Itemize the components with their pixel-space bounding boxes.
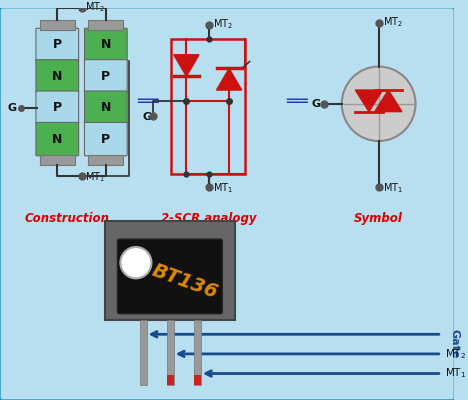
FancyBboxPatch shape	[84, 122, 127, 156]
Bar	[171, 39, 245, 174]
FancyBboxPatch shape	[36, 28, 79, 62]
Circle shape	[120, 247, 152, 278]
Text: BT136: BT136	[149, 260, 220, 302]
FancyBboxPatch shape	[84, 91, 127, 124]
Text: Construction: Construction	[24, 212, 110, 225]
Text: N: N	[101, 101, 111, 114]
Polygon shape	[355, 90, 382, 112]
Text: MT$_1$: MT$_1$	[382, 181, 402, 195]
Bar	[194, 376, 201, 385]
FancyBboxPatch shape	[36, 91, 79, 124]
Bar	[40, 155, 75, 165]
Text: P: P	[53, 38, 62, 52]
Text: MT$_1$: MT$_1$	[212, 181, 233, 195]
Text: P: P	[101, 133, 110, 146]
Text: MT$_1$: MT$_1$	[445, 367, 466, 380]
Text: P: P	[101, 70, 110, 83]
Circle shape	[342, 66, 416, 141]
Text: ══: ══	[138, 93, 160, 111]
Text: MT$_2$: MT$_2$	[212, 18, 233, 31]
Text: Gate: Gate	[450, 329, 460, 359]
Bar	[88, 20, 123, 30]
Text: ══: ══	[286, 93, 308, 111]
Bar	[194, 320, 201, 385]
Polygon shape	[174, 55, 199, 76]
FancyBboxPatch shape	[0, 7, 455, 400]
Text: N: N	[52, 133, 62, 146]
Bar	[140, 320, 146, 385]
Polygon shape	[105, 222, 235, 320]
FancyBboxPatch shape	[84, 28, 127, 62]
Bar	[167, 320, 174, 385]
Text: Symbol: Symbol	[354, 212, 403, 225]
Text: MT$_2$: MT$_2$	[445, 347, 466, 361]
Text: N: N	[101, 38, 111, 52]
Text: P: P	[53, 101, 62, 114]
Text: MT$_2$: MT$_2$	[86, 0, 105, 14]
Text: 2-SCR analogy: 2-SCR analogy	[161, 212, 256, 225]
Polygon shape	[375, 90, 402, 112]
Text: G: G	[7, 103, 16, 113]
Polygon shape	[217, 68, 242, 90]
Text: MT$_1$: MT$_1$	[86, 170, 105, 184]
Bar	[40, 20, 75, 30]
FancyBboxPatch shape	[36, 122, 79, 156]
Text: MT$_2$: MT$_2$	[382, 16, 402, 29]
FancyBboxPatch shape	[117, 239, 222, 314]
Bar	[88, 155, 123, 165]
FancyBboxPatch shape	[84, 60, 127, 93]
Text: G: G	[142, 112, 151, 122]
Text: N: N	[52, 70, 62, 83]
FancyBboxPatch shape	[36, 60, 79, 93]
Bar	[167, 376, 174, 385]
Text: G: G	[312, 99, 321, 109]
